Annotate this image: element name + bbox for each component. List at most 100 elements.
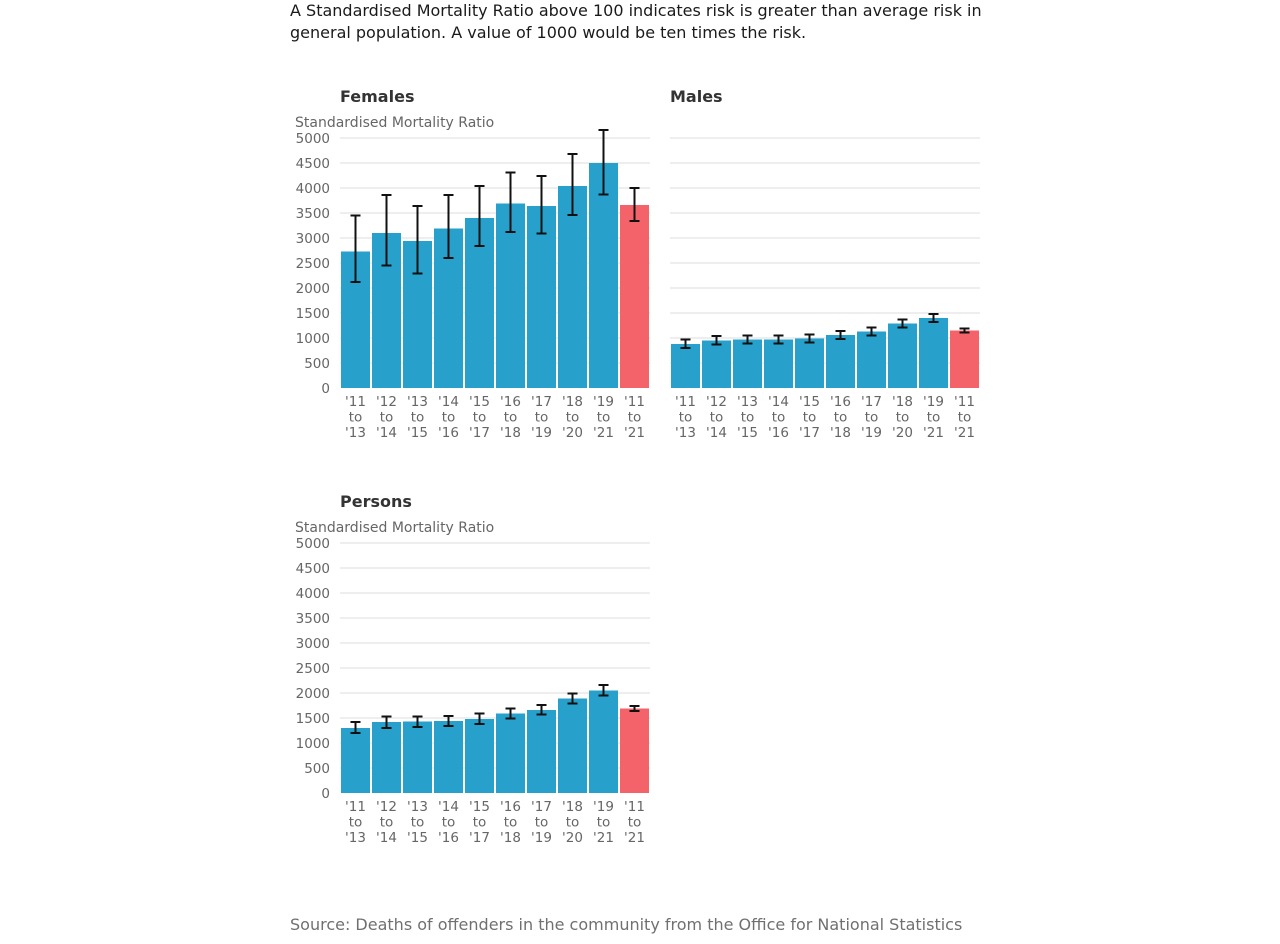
x-tick-label: '11 to '21 (624, 799, 645, 846)
bar (919, 318, 948, 388)
x-tick-label: '14 to '16 (438, 799, 459, 846)
x-tick-label: '12 to '14 (376, 799, 397, 846)
error-bar (567, 153, 578, 216)
bar (372, 722, 401, 793)
x-tick-label: '18 to '20 (892, 394, 913, 441)
x-tick-label: '17 to '19 (861, 394, 882, 441)
bar (950, 330, 979, 388)
error-bar (412, 205, 423, 275)
y-tick-label: 4000 (296, 181, 330, 197)
bar (702, 340, 731, 388)
bar (527, 206, 556, 388)
panel-persons: Persons Standardised Mortality Ratio 0 500 1… (295, 492, 650, 846)
bar (434, 721, 463, 793)
error-bar (928, 313, 939, 323)
error-bar (866, 326, 877, 337)
x-tick-label: '12 to '14 (706, 394, 727, 441)
error-bar (474, 185, 485, 247)
panel-title: Persons (340, 492, 412, 511)
chart-description: A Standardised Mortality Ratio above 100… (290, 1, 982, 42)
bar (826, 335, 855, 388)
bar (403, 721, 432, 793)
error-bar (711, 335, 722, 346)
bar (888, 323, 917, 388)
y-tick-label: 2500 (296, 256, 330, 272)
panel-title: Males (670, 87, 723, 106)
error-bar (443, 715, 454, 727)
x-tick-label: '11 to '13 (345, 799, 366, 846)
x-tick-label: '14 to '16 (438, 394, 459, 441)
bar (527, 710, 556, 793)
bar (620, 708, 649, 793)
error-bar (505, 707, 516, 720)
error-bar (412, 715, 423, 728)
bar (496, 203, 525, 388)
x-tick-label: '19 to '21 (923, 394, 944, 441)
y-tick-label: 0 (321, 786, 330, 802)
bar (671, 344, 700, 388)
y-tick-label: 3500 (296, 611, 330, 627)
panel-title: Females (340, 87, 414, 106)
y-tick-label: 2000 (296, 686, 330, 702)
y-tick-label: 4500 (296, 156, 330, 172)
bar (764, 339, 793, 388)
x-tick-label: '18 to '20 (562, 394, 583, 441)
x-tick-label: '16 to '18 (500, 799, 521, 846)
error-bar (381, 715, 392, 729)
y-tick-label: 3000 (296, 636, 330, 652)
error-bar (680, 338, 691, 349)
panel-males: Males '11 to '13 '12 to '14 '13 to '15 '14 to '16 '15… (670, 87, 980, 441)
y-tick-label: 1000 (296, 331, 330, 347)
x-tick-label: '15 to '17 (799, 394, 820, 441)
x-tick-label: '17 to '19 (531, 799, 552, 846)
bar (341, 728, 370, 793)
bar (857, 331, 886, 388)
error-bar (567, 692, 578, 705)
error-bar (804, 333, 815, 344)
bar (496, 713, 525, 793)
error-bar (742, 334, 753, 345)
y-tick-label: 4500 (296, 561, 330, 577)
y-axis-title: Standardised Mortality Ratio (295, 115, 494, 131)
error-bar (598, 684, 609, 697)
error-bar (474, 712, 485, 725)
y-tick-label: 5000 (296, 536, 330, 552)
error-bar (773, 334, 784, 345)
bar (795, 338, 824, 388)
y-tick-label: 3000 (296, 231, 330, 247)
bar (589, 690, 618, 793)
bar (558, 698, 587, 793)
x-tick-label: '12 to '14 (376, 394, 397, 441)
error-bar (536, 704, 547, 716)
x-tick-label: '18 to '20 (562, 799, 583, 846)
y-tick-label: 3500 (296, 206, 330, 222)
x-tick-label: '19 to '21 (593, 394, 614, 441)
y-tick-label: 500 (304, 761, 330, 777)
bar (558, 186, 587, 388)
x-tick-label: '13 to '15 (737, 394, 758, 441)
y-tick-label: 2000 (296, 281, 330, 297)
x-tick-label: '11 to '13 (675, 394, 696, 441)
panel-females: Females Standardised Mortality Ratio 0 500 1… (295, 87, 650, 441)
x-tick-label: '15 to '17 (469, 394, 490, 441)
x-tick-label: '11 to '13 (345, 394, 366, 441)
y-tick-label: 0 (321, 381, 330, 397)
error-bar (598, 129, 609, 196)
y-tick-label: 4000 (296, 586, 330, 602)
error-bar (835, 330, 846, 340)
y-axis-title: Standardised Mortality Ratio (295, 520, 494, 536)
x-tick-label: '19 to '21 (593, 799, 614, 846)
y-tick-label: 500 (304, 356, 330, 372)
y-tick-label: 1500 (296, 711, 330, 727)
y-tick-label: 1500 (296, 306, 330, 322)
error-bar (443, 194, 454, 259)
error-bar (629, 705, 640, 712)
error-bar (350, 721, 361, 734)
x-tick-label: '17 to '19 (531, 394, 552, 441)
error-bar (897, 318, 908, 329)
x-tick-label: '11 to '21 (954, 394, 975, 441)
error-bar (350, 214, 361, 283)
bar (733, 339, 762, 388)
error-bar (381, 194, 392, 267)
